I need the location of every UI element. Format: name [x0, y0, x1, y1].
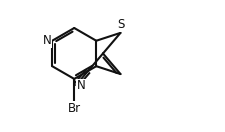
Text: N: N	[76, 79, 85, 92]
Text: S: S	[116, 18, 124, 31]
Text: N: N	[43, 34, 51, 47]
Text: Br: Br	[67, 102, 81, 115]
